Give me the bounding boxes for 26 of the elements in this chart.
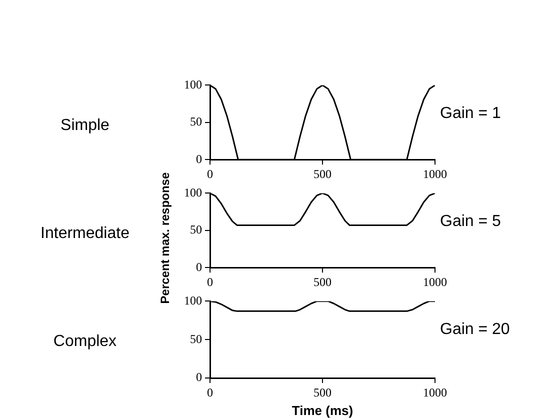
y-tick-label: 0	[196, 370, 202, 384]
y-tick-label: 100	[184, 185, 202, 200]
x-tick-label: 1000	[423, 274, 447, 289]
x-tick-label: 0	[207, 274, 213, 289]
text: Simple	[60, 117, 110, 135]
x-tick-label: 500	[314, 274, 332, 289]
x-tick-label: 0	[207, 385, 213, 400]
y-tick-label: 100	[184, 293, 202, 308]
x-tick-label: 1000	[423, 166, 447, 181]
text: Gain = 20	[440, 321, 510, 339]
y-tick-label: 50	[190, 114, 202, 129]
y-tick-label: 100	[184, 77, 202, 92]
x-tick-label: 0	[207, 166, 213, 181]
y-tick-label: 50	[190, 332, 202, 346]
y-tick-label: 0	[196, 260, 202, 274]
text: Gain = 1	[440, 105, 501, 123]
text: Gain = 5	[440, 213, 501, 231]
x-tick-label: 500	[314, 166, 332, 181]
x-tick-label: 500	[314, 385, 332, 400]
text: Complex	[52, 333, 118, 351]
text: Intermediate	[40, 225, 130, 243]
y-axis-title: Percent max. response	[158, 172, 172, 304]
y-tick-label: 0	[196, 152, 202, 166]
x-tick-label: 1000	[423, 385, 447, 400]
y-tick-label: 50	[190, 222, 202, 237]
x-axis-title: Time (ms)	[292, 402, 354, 418]
